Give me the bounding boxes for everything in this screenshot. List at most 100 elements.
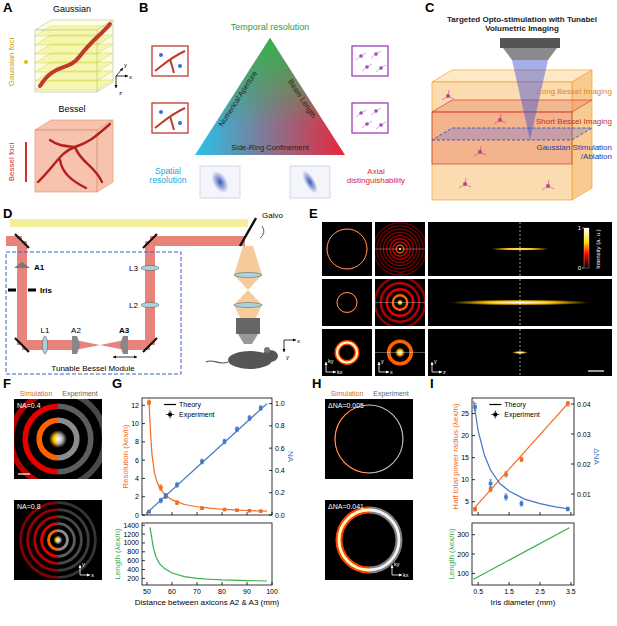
legend-label: Experiment [504, 411, 539, 419]
legend-label: Experiment [179, 411, 214, 419]
error-cap [164, 493, 167, 494]
x-tick [570, 512, 571, 515]
marker [159, 486, 163, 490]
x-tick [540, 512, 541, 515]
y-tick-label: 200 [457, 551, 469, 558]
x-tick-label: 60 [168, 588, 176, 595]
image-background [14, 500, 102, 580]
text-line: Axial [367, 167, 385, 176]
data-point [566, 402, 570, 406]
side-ring [28, 510, 58, 571]
image [375, 329, 425, 376]
y-tick [472, 457, 475, 458]
central-lobe [58, 536, 63, 545]
ring [369, 510, 399, 570]
panel-letter: D [3, 206, 12, 221]
image [428, 279, 612, 326]
label: z [443, 369, 446, 375]
arrow-line [113, 357, 125, 358]
vessel [38, 124, 110, 182]
y-tick [142, 460, 145, 461]
y2-tick [269, 470, 272, 471]
y-tick [472, 413, 475, 414]
text-line: Resolution (λex/n) [121, 424, 130, 489]
side-ring [49, 531, 58, 550]
y2-tick-label: 0.01 [577, 491, 591, 498]
focal-line [520, 329, 521, 376]
y2-axis-title: NA [286, 451, 295, 463]
ring-core [339, 510, 369, 570]
x-tick-label: 90 [243, 588, 251, 595]
error-cap [505, 500, 508, 501]
data-point [248, 416, 252, 420]
label: L3 [129, 264, 138, 273]
galvo-arrow [260, 226, 264, 238]
marker [566, 402, 570, 406]
data-point [235, 427, 239, 431]
label: A3 [119, 326, 130, 335]
image-background [322, 279, 372, 326]
beam [234, 246, 262, 275]
panel-letter: A [3, 0, 13, 15]
image-background [325, 399, 413, 479]
x-tick [509, 512, 510, 515]
arrow-head [125, 75, 128, 78]
lens [141, 266, 159, 271]
label: Gaussian foci [7, 38, 16, 87]
y-tick-label: 10 [461, 476, 469, 483]
label: ky [394, 561, 400, 567]
y2-tick [269, 492, 272, 493]
side-ring [25, 406, 58, 472]
marker [520, 502, 524, 506]
ring-core [327, 229, 367, 269]
iris [8, 289, 16, 292]
x-tick [570, 582, 571, 585]
data-point [520, 457, 524, 461]
yellow-beam [10, 219, 248, 227]
side-ring [58, 503, 95, 578]
y-tick [472, 501, 475, 502]
y2-tick-label: 0.04 [577, 401, 591, 408]
red-beam [150, 236, 245, 246]
error-cap [474, 410, 477, 411]
x-tick [478, 582, 479, 585]
label: Experiment [62, 390, 97, 398]
ring-core [369, 405, 403, 473]
focal-line [520, 222, 521, 276]
x-tick [197, 582, 198, 585]
side-ring [58, 510, 88, 571]
focal-line [520, 279, 521, 326]
arrow-line [432, 372, 442, 373]
data-point [147, 510, 151, 514]
label: Simulation [20, 390, 53, 397]
image [335, 405, 369, 473]
y2-tick [269, 448, 272, 449]
title: Gaussian [53, 4, 91, 14]
y-tick-label: 100 [457, 570, 469, 577]
error-cap [236, 431, 239, 432]
scale-bar [588, 370, 604, 371]
error-cap [505, 477, 508, 478]
error-cap [489, 479, 492, 480]
central-lobe [49, 430, 58, 448]
x-tick-label: 1.5 [504, 588, 514, 595]
label: Long Bessel Imaging [537, 87, 612, 96]
side-ring [42, 524, 58, 557]
x-axis-title: Distance between axicons A2 & A3 (mm) [135, 598, 280, 607]
image-background [428, 329, 612, 376]
neurite [494, 114, 506, 124]
legend-label: Theory [504, 401, 526, 409]
psf [299, 168, 321, 196]
arrow-line [116, 68, 123, 76]
series-line [474, 401, 570, 509]
label: Simulation [331, 390, 364, 397]
arrow-line [80, 575, 90, 576]
x-tick [222, 512, 223, 515]
data-point [175, 501, 179, 505]
plot-area [474, 528, 570, 579]
image [375, 222, 425, 276]
data-point [566, 507, 570, 511]
neurite [356, 53, 366, 60]
label: y [82, 561, 85, 567]
marker [504, 495, 508, 499]
